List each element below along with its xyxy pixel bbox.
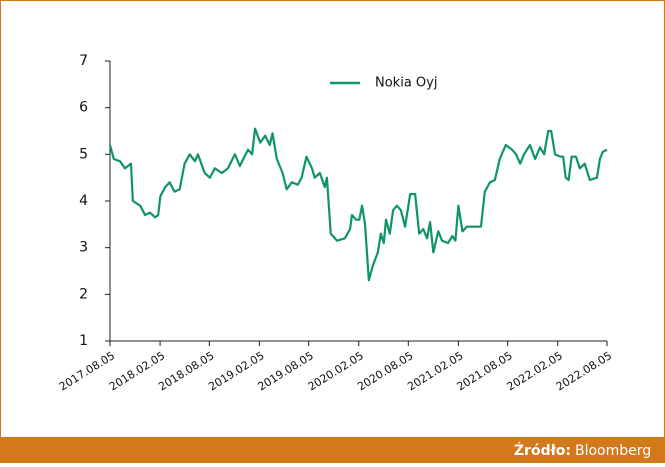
y-tick-label: 2 [79,286,88,302]
x-tick-label: 2018.08.05 [156,349,216,393]
legend-label: Nokia Oyj [375,76,437,91]
source-label: Źródło: [514,441,571,459]
x-tick-label: 2020.08.05 [355,349,415,393]
y-tick-label: 7 [79,53,88,69]
x-tick-label: 2019.08.05 [256,349,316,393]
line-series [108,127,608,282]
source: Bloomberg [575,443,651,459]
x-tick-label: 2017.08.05 [57,349,117,393]
x-tick-label: 2022.08.05 [554,349,614,393]
y-tick-label: 1 [79,333,88,349]
footer-bar [0,437,665,463]
y-tick-label: 4 [79,193,88,209]
y-tick-label: 6 [79,100,88,116]
x-tick-label: 2021.08.05 [455,349,515,393]
y-tick-label: 3 [79,240,88,256]
y-tick-label: 5 [79,146,88,162]
